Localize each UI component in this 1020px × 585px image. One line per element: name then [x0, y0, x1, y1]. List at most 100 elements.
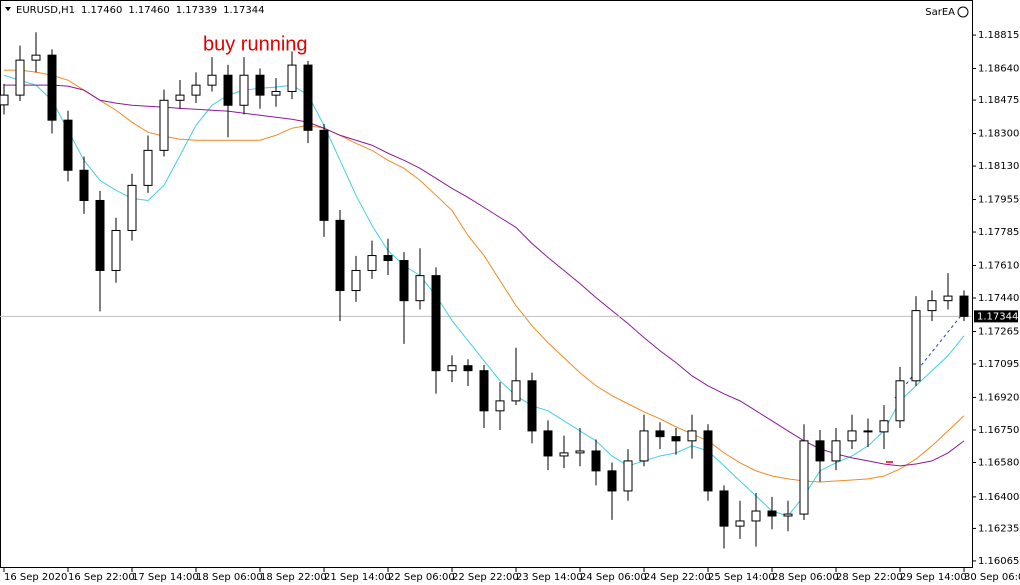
candle-body — [575, 450, 585, 454]
candle-body — [639, 430, 649, 462]
candle-body — [607, 470, 617, 492]
candle-body — [351, 269, 361, 292]
candle-body — [479, 370, 489, 412]
candle-body — [543, 430, 553, 457]
candle-body — [655, 430, 665, 438]
expert-name: SarEA — [925, 7, 955, 18]
candle-body — [287, 64, 297, 92]
y-tick-label: 1.16400 — [978, 492, 1019, 503]
x-tick-label: 23 Sep 14:00 — [516, 572, 583, 583]
candle-body — [495, 400, 505, 412]
candle-body — [687, 430, 697, 442]
last-price-box — [974, 310, 1018, 323]
x-tick-label: 16 Sep 2020 — [4, 572, 67, 583]
candle-body — [191, 84, 201, 96]
candle-body — [895, 380, 905, 422]
candle-body — [831, 440, 841, 462]
y-tick-label: 1.17785 — [978, 227, 1019, 238]
y-tick-label: 1.16580 — [978, 457, 1019, 468]
y-tick-label: 1.18640 — [978, 64, 1019, 75]
candle-body — [319, 129, 329, 221]
ohlc-value: 1.17339 — [176, 5, 217, 16]
candle-body — [255, 74, 265, 96]
candle-body — [719, 490, 729, 527]
candle-body — [383, 255, 393, 262]
x-tick-label: 22 Sep 22:00 — [452, 572, 519, 583]
candle-body — [79, 169, 89, 201]
candle-body — [847, 430, 857, 442]
symbol: EURUSD,H1 — [16, 5, 75, 16]
ohlc-value: 1.17460 — [81, 5, 122, 16]
x-tick-label: 28 Sep 22:00 — [836, 572, 903, 583]
x-tick-label: 29 Sep 14:00 — [900, 572, 967, 583]
candle-body — [47, 54, 57, 121]
candle-body — [31, 54, 41, 61]
candle-body — [559, 452, 569, 457]
candle-body — [335, 219, 345, 292]
x-tick-label: 28 Sep 06:00 — [772, 572, 839, 583]
candle-body — [671, 436, 681, 442]
y-tick-label: 1.18815 — [978, 30, 1019, 41]
y-tick-label: 1.17265 — [978, 326, 1019, 337]
ohlc-value: 1.17460 — [128, 5, 169, 16]
candle-body — [63, 119, 73, 171]
ohlc-value: 1.17344 — [223, 5, 264, 16]
candle-body — [911, 310, 921, 382]
candle-body — [143, 149, 153, 186]
x-tick-label: 16 Sep 22:00 — [68, 572, 135, 583]
x-tick-label: 18 Sep 06:00 — [196, 572, 263, 583]
candle-body — [879, 420, 889, 433]
candle-body — [591, 450, 601, 472]
x-tick-label: 22 Sep 06:00 — [388, 572, 455, 583]
candle-body — [271, 90, 281, 96]
candle-body — [703, 430, 713, 492]
candle-body — [943, 295, 953, 302]
candle-body — [399, 260, 409, 302]
y-tick-label: 1.16065 — [978, 556, 1019, 567]
candle-body — [0, 94, 9, 106]
candle-body — [735, 520, 745, 527]
y-tick-label: 1.18300 — [978, 129, 1019, 140]
candle-body — [447, 365, 457, 372]
candle-body — [431, 275, 441, 372]
chart-header: EURUSD,H1 1.17460 1.17460 1.17339 1.17344 — [16, 5, 264, 16]
trade-line — [894, 311, 965, 399]
y-tick-label: 1.17610 — [978, 260, 1019, 271]
y-tick-label: 1.16920 — [978, 392, 1019, 403]
candle-body — [783, 513, 793, 517]
x-tick-label: 30 Sep 06:00 — [964, 572, 1020, 583]
candle-body — [207, 74, 217, 86]
y-tick-label: 1.17095 — [978, 359, 1019, 370]
candle-body — [799, 440, 809, 515]
candle-body — [175, 94, 185, 101]
y-tick-label: 1.18475 — [978, 95, 1019, 106]
candle-body — [95, 199, 105, 271]
candle-body — [303, 64, 313, 131]
x-tick-label: 21 Sep 14:00 — [324, 572, 391, 583]
candle-body — [367, 255, 377, 271]
last-price-label: 1.17344 — [977, 311, 1018, 322]
candle-body — [927, 300, 937, 312]
candle-body — [959, 295, 969, 317]
plot-frame — [0, 0, 973, 568]
y-tick-label: 1.17440 — [978, 293, 1019, 304]
annotation: buy running — [203, 33, 308, 55]
x-tick-label: 17 Sep 14:00 — [132, 572, 199, 583]
candle-body — [239, 74, 249, 106]
x-tick-label: 18 Sep 22:00 — [260, 572, 327, 583]
x-tick-label: 25 Sep 14:00 — [708, 572, 775, 583]
candle-body — [15, 59, 25, 96]
candle-body — [463, 365, 473, 372]
candle-body — [159, 99, 169, 151]
candle-body — [751, 510, 761, 522]
candle-body — [623, 460, 633, 492]
candle-body — [863, 430, 873, 433]
menu-arrow — [5, 7, 11, 11]
candle-body — [111, 230, 121, 271]
y-tick-label: 1.17955 — [978, 195, 1019, 206]
x-tick-label: 24 Sep 22:00 — [644, 572, 711, 583]
x-tick-label: 24 Sep 06:00 — [580, 572, 647, 583]
candle-body — [223, 74, 233, 106]
candle-body — [127, 184, 137, 232]
